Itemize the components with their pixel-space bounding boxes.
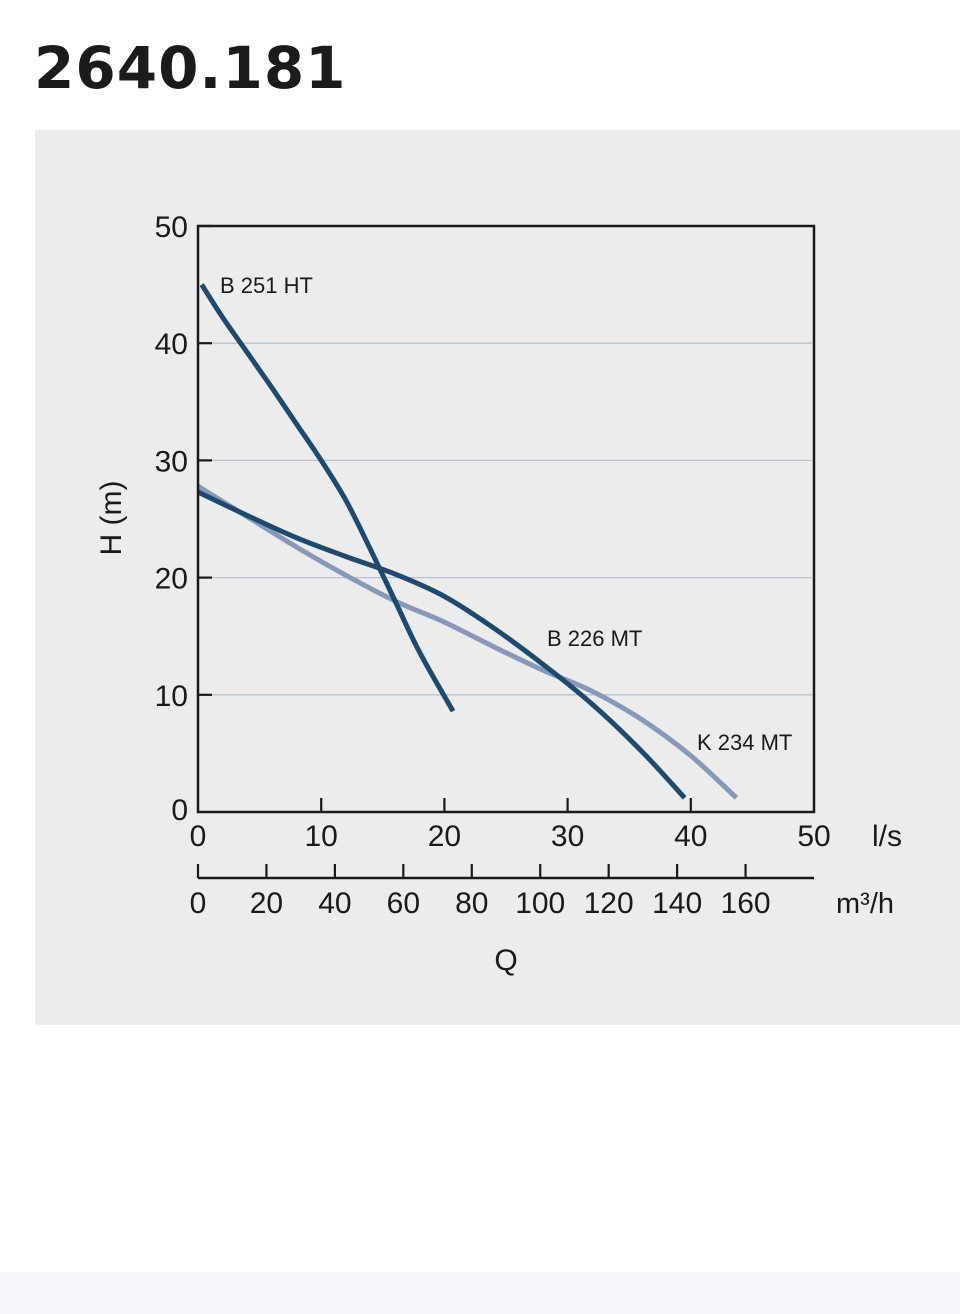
series-line-b-226-mt	[196, 489, 687, 800]
series-line-k-234-mt	[196, 484, 739, 800]
secondary-x-tick-label-20: 20	[250, 887, 283, 920]
grid-lines	[212, 342, 812, 696]
page-title: 2640.181	[34, 34, 347, 102]
y-tick-label-20: 20	[155, 563, 188, 596]
secondary-x-tick-label-140: 140	[652, 887, 702, 920]
series-label-b-251-ht: B 251 HT	[220, 273, 313, 298]
y-tick-label-50: 50	[155, 211, 188, 244]
secondary-x-tick-label-100: 100	[515, 887, 565, 920]
x-tick-label-50: 50	[797, 820, 830, 853]
y-axis-title: H (m)	[95, 481, 128, 556]
footer-strip	[0, 1272, 960, 1314]
x-tick-label-40: 40	[674, 820, 707, 853]
x-tick-label-0: 0	[190, 820, 207, 853]
series-group: B 251 HT B 226 MT K 234 MT	[196, 273, 792, 800]
secondary-x-tick-label-120: 120	[584, 887, 634, 920]
plot-frame	[196, 224, 816, 814]
secondary-x-tick-label-160: 160	[721, 887, 771, 920]
x-tick-label-10: 10	[305, 820, 338, 853]
secondary-x-tick-label-0: 0	[190, 887, 207, 920]
secondary-x-tick-label-80: 80	[455, 887, 488, 920]
y-tick-label-40: 40	[155, 328, 188, 361]
series-line-b-251-ht	[199, 283, 456, 713]
y-tick-label-30: 30	[155, 445, 188, 478]
series-label-b-226-mt: B 226 MT	[547, 626, 642, 651]
secondary-x-unit-label: m³/h	[836, 888, 894, 920]
secondary-x-tick-label-40: 40	[318, 887, 351, 920]
y-tick-label-10: 10	[155, 680, 188, 713]
x-tick-label-30: 30	[551, 820, 584, 853]
y-tick-label-0: 0	[171, 794, 188, 827]
axes-group: 0 10 20 30 40 50 0 10 20 30 40 50 l/s 0 20 40 60 80 100 120…	[95, 211, 902, 977]
secondary-x-tick-label-60: 60	[387, 887, 420, 920]
x-axis-title: Q	[494, 944, 517, 977]
x-tick-label-20: 20	[428, 820, 461, 853]
series-label-k-234-mt: K 234 MT	[697, 730, 792, 755]
x-unit-label: l/s	[872, 820, 902, 853]
